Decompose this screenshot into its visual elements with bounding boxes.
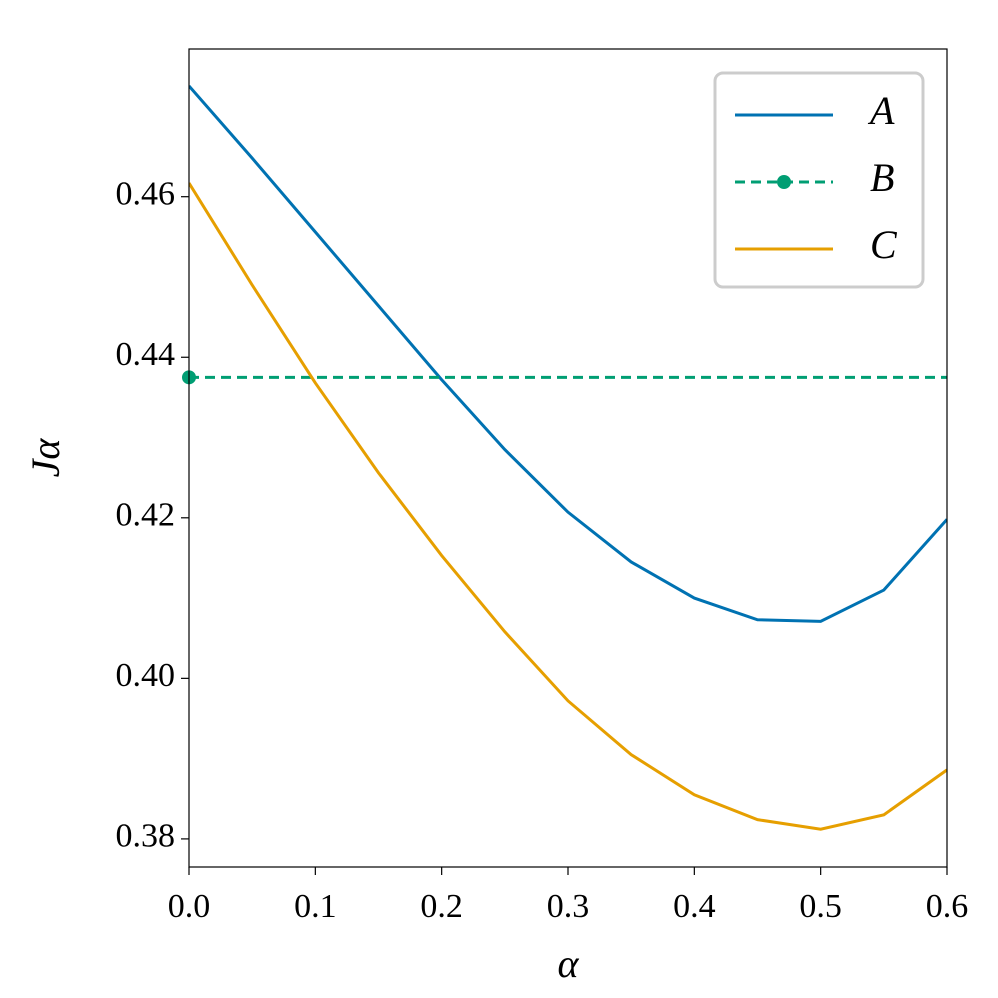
x-tick-label: 0.5 bbox=[799, 888, 842, 925]
legend-marker bbox=[777, 175, 791, 189]
y-tick-label: 0.44 bbox=[116, 336, 176, 373]
y-tick-label: 0.40 bbox=[116, 657, 176, 694]
x-tick-label: 0.6 bbox=[926, 888, 969, 925]
plot-frame bbox=[188, 48, 948, 868]
x-tick-label: 0.4 bbox=[673, 888, 716, 925]
y-axis-label: Jα bbox=[23, 438, 68, 478]
x-tick-label: 0.1 bbox=[294, 888, 337, 925]
legend-box bbox=[713, 71, 925, 289]
series-line bbox=[189, 84, 947, 623]
legend-label: A bbox=[867, 88, 895, 133]
y-tick-label: 0.42 bbox=[116, 497, 176, 534]
x-tick-label: 0.3 bbox=[547, 888, 590, 925]
x-tick-label: 0.0 bbox=[168, 888, 211, 925]
legend-label: B bbox=[870, 155, 894, 200]
y-tick-label: 0.46 bbox=[116, 176, 176, 213]
y-tick-label: 0.38 bbox=[116, 818, 176, 855]
series-line bbox=[189, 182, 947, 831]
legend-label: C bbox=[870, 222, 898, 267]
plot-area bbox=[189, 84, 947, 831]
x-axis-label: α bbox=[558, 941, 580, 986]
x-tick-label: 0.2 bbox=[420, 888, 463, 925]
